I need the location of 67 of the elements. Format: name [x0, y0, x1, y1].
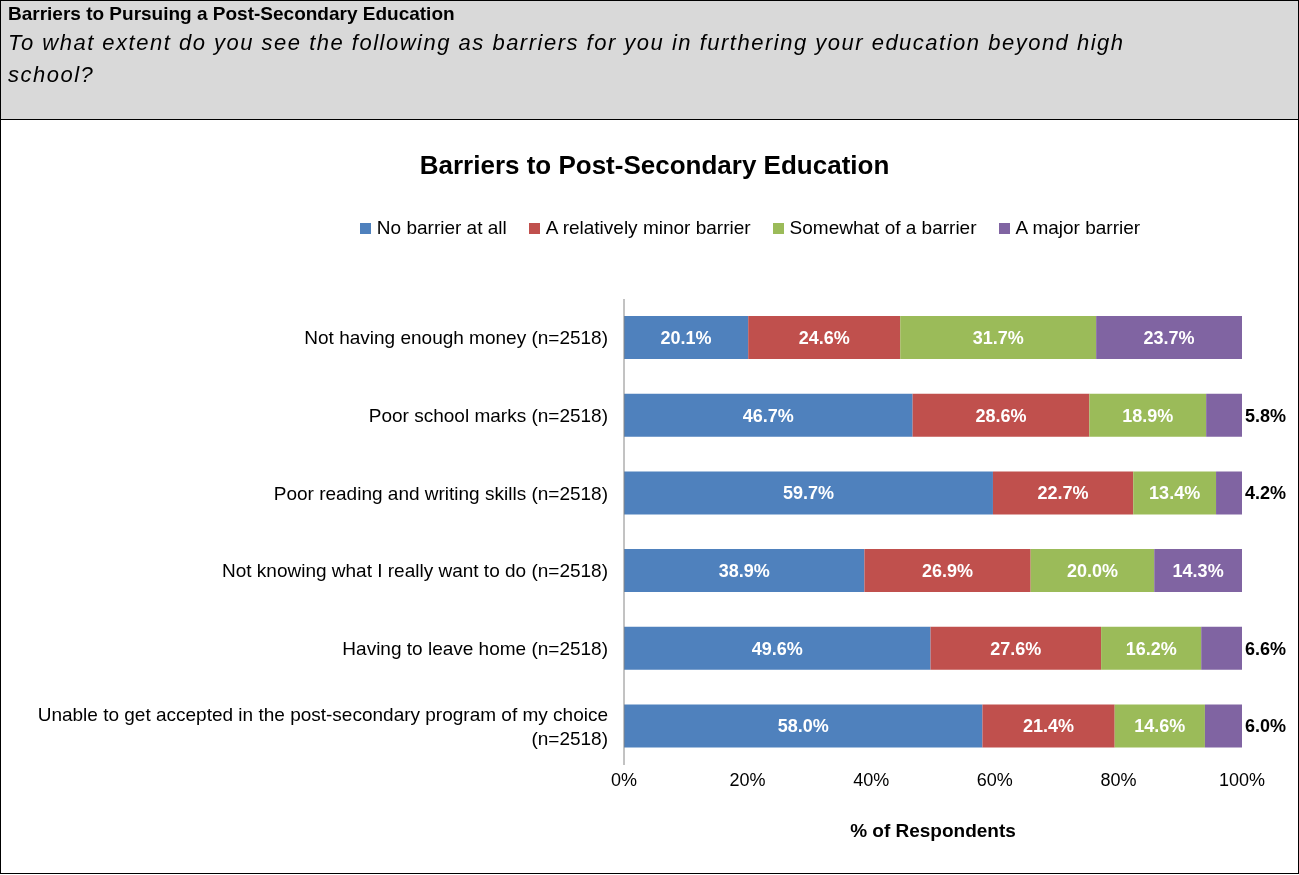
bar — [1201, 626, 1242, 670]
bar — [1204, 704, 1242, 748]
data-label: 31.7% — [972, 327, 1024, 348]
bar — [982, 704, 1115, 748]
legend-label: A major barrier — [1014, 217, 1141, 239]
data-label: 22.7% — [1037, 483, 1089, 504]
text: Barriers to Post-Secondary Education — [418, 150, 891, 181]
bar — [900, 316, 1097, 360]
bar — [1216, 471, 1242, 515]
data-label: 23.7% — [1143, 327, 1195, 348]
data-label: 4.2% — [1245, 483, 1287, 504]
bar — [624, 471, 993, 515]
bar — [624, 704, 983, 748]
legend-label: A relatively minor barrier — [544, 217, 751, 239]
bar — [1089, 393, 1207, 437]
data-label: 20.0% — [1066, 560, 1118, 581]
bar — [1096, 316, 1242, 360]
bar — [1030, 549, 1155, 593]
bar — [864, 549, 1031, 593]
bar — [748, 316, 901, 360]
data-label: 6.0% — [1245, 716, 1287, 737]
bar — [1206, 393, 1242, 437]
data-label: 27.6% — [990, 638, 1042, 659]
x-axis-title: % of Respondents — [850, 820, 1016, 841]
bar — [624, 626, 931, 670]
bar — [992, 471, 1134, 515]
bar — [930, 626, 1102, 670]
data-label: 26.9% — [922, 560, 974, 581]
bar — [1114, 704, 1205, 748]
x-tick-label: 20% — [729, 769, 766, 790]
legend-label: Somewhat of a barrier — [788, 217, 977, 239]
chart-subtitle: To what extent do you see the following as barriers for you in furthering your education beyond high school? — [8, 29, 1126, 89]
x-tick-label: 40% — [853, 769, 890, 790]
data-label: 20.1% — [660, 327, 712, 348]
y-tick-label: Poor school marks (n=2518) — [368, 405, 608, 427]
bar — [1154, 549, 1242, 593]
x-tick-label: 80% — [1100, 769, 1137, 790]
data-label: 59.7% — [782, 483, 834, 504]
data-label: 14.3% — [1172, 560, 1224, 581]
y-tick-label: Poor reading and writing skills (n=2518) — [273, 482, 608, 504]
data-label: 24.6% — [798, 327, 850, 348]
bar — [624, 316, 749, 360]
bar — [912, 393, 1090, 437]
data-label: 14.6% — [1134, 716, 1186, 737]
x-tick-label: 0% — [610, 769, 638, 790]
bar — [624, 393, 913, 437]
data-label: 16.2% — [1125, 638, 1177, 659]
data-label: 6.6% — [1245, 638, 1287, 659]
data-label: 46.7% — [742, 405, 794, 426]
y-tick-label: Not having enough money (n=2518) — [304, 327, 608, 349]
bar — [624, 549, 865, 593]
data-label: 49.6% — [751, 638, 803, 659]
y-tick-label: Not knowing what I really want to do (n=2518) — [221, 560, 608, 582]
text: Barriers to Pursuing a Post-Secondary Education — [8, 3, 455, 25]
bar — [1101, 626, 1202, 670]
data-label: 58.0% — [777, 716, 829, 737]
data-label: 18.9% — [1122, 405, 1174, 426]
data-label: 21.4% — [1023, 716, 1075, 737]
legend-label: No barrier at all — [375, 217, 507, 239]
data-label: 5.8% — [1245, 405, 1287, 426]
data-label: 13.4% — [1149, 483, 1201, 504]
data-label: 28.6% — [975, 405, 1027, 426]
y-tick-label: Unable to get accepted in the post-secondary program of my choice (n=2518) — [37, 703, 608, 749]
x-tick-label: 60% — [976, 769, 1013, 790]
x-tick-label: 100% — [1218, 769, 1266, 790]
data-label: 38.9% — [718, 560, 770, 581]
y-tick-label: Having to leave home (n=2518) — [342, 638, 608, 660]
